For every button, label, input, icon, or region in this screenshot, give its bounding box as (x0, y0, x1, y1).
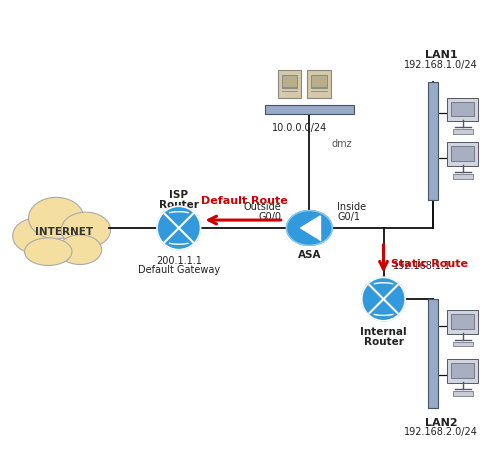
Text: 192.168.2.0/24: 192.168.2.0/24 (404, 428, 478, 437)
FancyBboxPatch shape (452, 174, 472, 179)
Text: Router: Router (364, 337, 404, 347)
FancyBboxPatch shape (265, 105, 354, 114)
Text: ASA: ASA (298, 250, 321, 260)
Text: 10.0.0.0/24: 10.0.0.0/24 (272, 123, 327, 133)
Circle shape (362, 277, 406, 321)
Text: Default Gateway: Default Gateway (138, 265, 220, 274)
Text: 200.1.1.1: 200.1.1.1 (156, 256, 202, 266)
FancyBboxPatch shape (282, 75, 298, 88)
FancyBboxPatch shape (447, 98, 478, 122)
FancyBboxPatch shape (447, 142, 478, 166)
Text: LAN1: LAN1 (424, 50, 457, 60)
Text: Static Route: Static Route (392, 258, 468, 269)
Text: Router: Router (159, 200, 198, 210)
Text: ISP: ISP (170, 190, 188, 200)
FancyBboxPatch shape (450, 314, 474, 328)
Text: INTERNET: INTERNET (35, 227, 93, 237)
Circle shape (157, 206, 200, 250)
FancyBboxPatch shape (312, 75, 327, 88)
Text: LAN2: LAN2 (424, 418, 457, 428)
FancyBboxPatch shape (428, 82, 438, 200)
Text: Default Route: Default Route (200, 196, 288, 206)
Text: Internal: Internal (360, 327, 407, 337)
FancyBboxPatch shape (447, 310, 478, 333)
FancyBboxPatch shape (450, 363, 474, 378)
Ellipse shape (58, 235, 102, 265)
Text: Outside: Outside (244, 202, 282, 212)
Text: dmz: dmz (331, 139, 351, 149)
Text: 192.168.1.1: 192.168.1.1 (394, 261, 452, 271)
Ellipse shape (286, 211, 332, 245)
Text: G0/1: G0/1 (337, 212, 360, 222)
FancyBboxPatch shape (452, 391, 472, 396)
Polygon shape (300, 216, 320, 240)
FancyBboxPatch shape (452, 342, 472, 346)
FancyBboxPatch shape (447, 359, 478, 383)
Ellipse shape (61, 212, 110, 248)
FancyBboxPatch shape (450, 102, 474, 117)
Ellipse shape (28, 198, 84, 239)
FancyBboxPatch shape (450, 146, 474, 161)
Ellipse shape (12, 218, 60, 254)
Text: G0/0: G0/0 (258, 212, 281, 222)
Ellipse shape (24, 238, 72, 266)
Text: 192.168.1.0/24: 192.168.1.0/24 (404, 60, 477, 70)
FancyBboxPatch shape (452, 129, 472, 134)
FancyBboxPatch shape (308, 70, 331, 98)
FancyBboxPatch shape (278, 70, 301, 98)
FancyBboxPatch shape (428, 299, 438, 408)
Text: Inside: Inside (337, 202, 366, 212)
